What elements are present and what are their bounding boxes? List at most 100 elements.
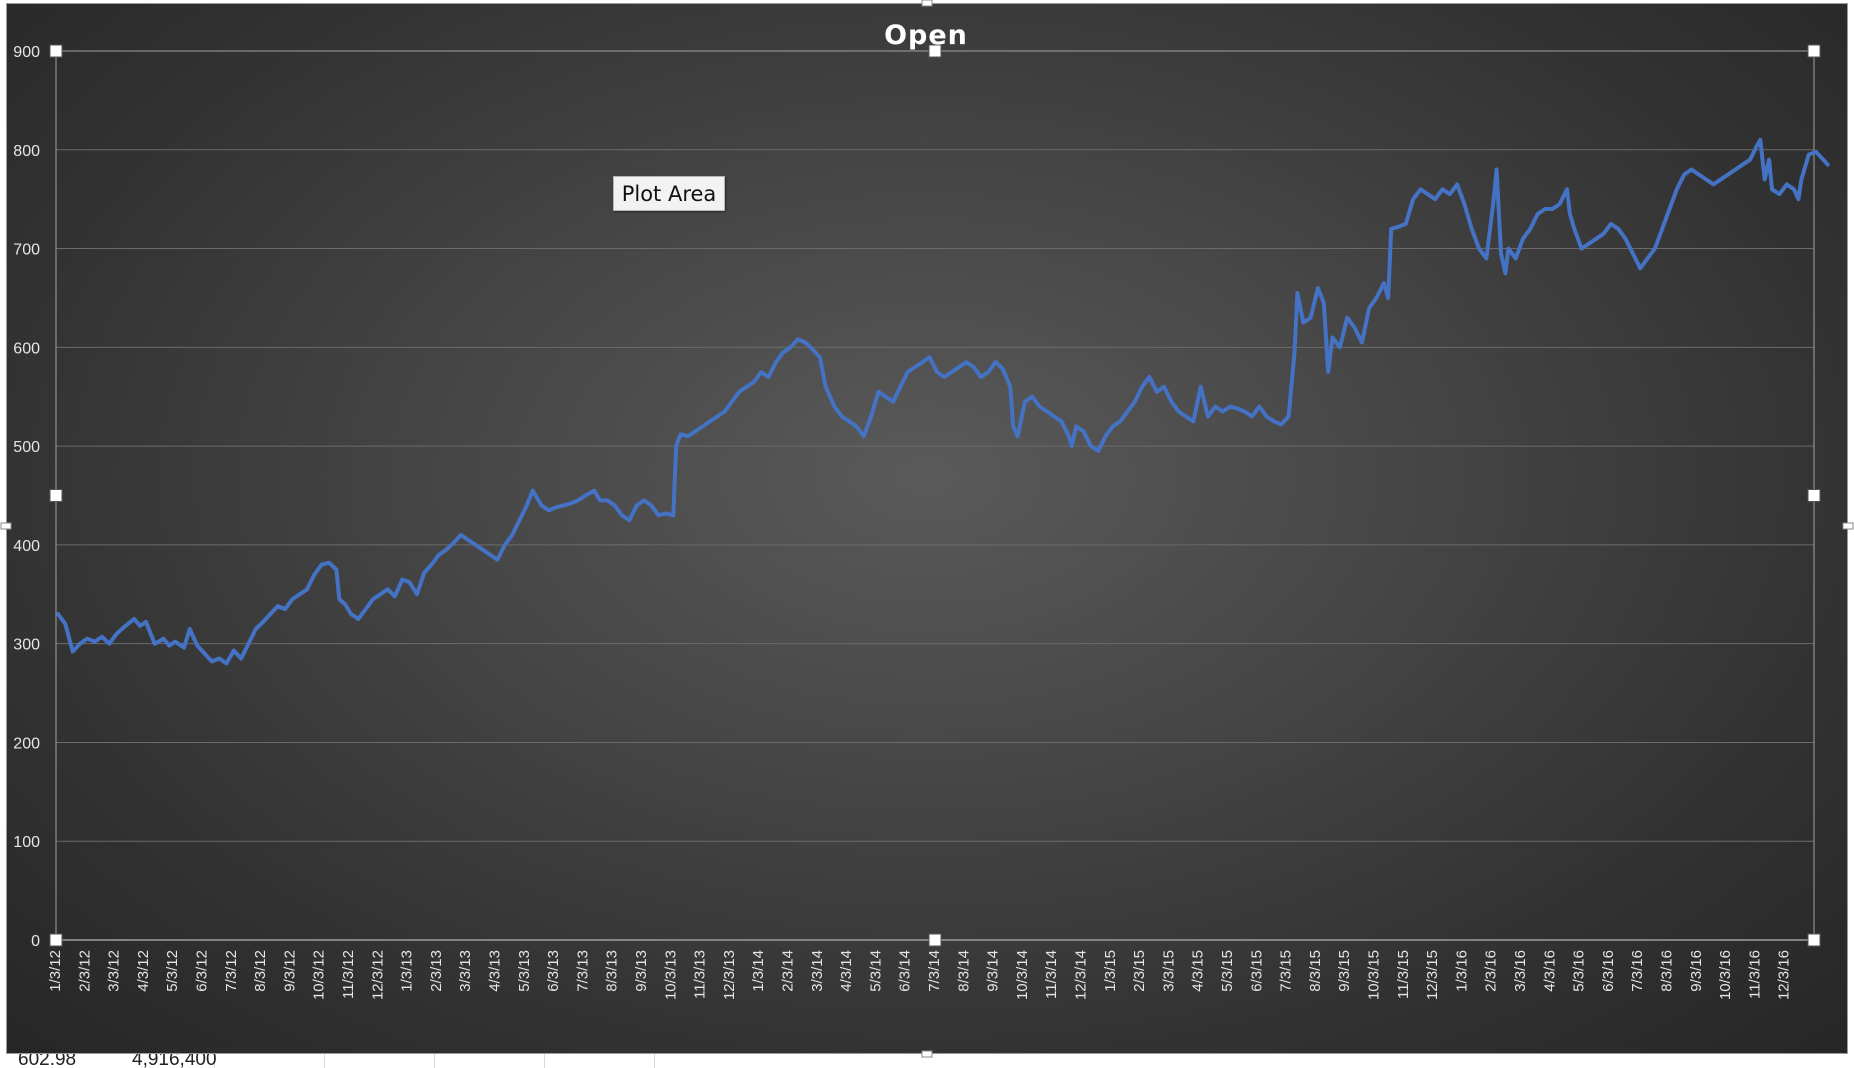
x-tick-label: 9/3/15: [1336, 950, 1353, 992]
cell-divider: [214, 1054, 215, 1068]
plot-area-tooltip: Plot Area: [613, 176, 725, 211]
x-tick-label: 4/3/12: [135, 950, 152, 992]
chart-area[interactable]: [6, 3, 1848, 1054]
x-tick-label: 5/3/14: [867, 950, 884, 992]
x-tick-label: 10/3/12: [311, 950, 328, 1000]
cell-divider: [544, 1054, 545, 1068]
x-tick-label: 6/3/13: [545, 950, 562, 992]
x-tick-label: 3/3/12: [106, 950, 123, 992]
x-tick-label: 8/3/13: [604, 950, 621, 992]
chart-resize-handle[interactable]: [1842, 522, 1854, 530]
x-tick-label: 6/3/14: [897, 950, 914, 992]
y-tick-label: 300: [13, 637, 40, 654]
x-tick-label: 5/3/16: [1571, 950, 1588, 992]
x-tick-label: 12/3/13: [721, 950, 738, 1000]
x-tick-label: 8/3/15: [1307, 950, 1324, 992]
gridlines: [56, 50, 1814, 941]
x-tick-label: 7/3/13: [574, 950, 591, 992]
x-tick-label: 3/3/15: [1160, 950, 1177, 992]
x-tick-label: 2/3/16: [1483, 950, 1500, 992]
cell-divider: [434, 1054, 435, 1068]
x-tick-label: 5/3/13: [516, 950, 533, 992]
x-tick-label: 9/3/13: [633, 950, 650, 992]
x-tick-label: 11/3/15: [1395, 950, 1412, 999]
x-tick-label: 1/3/15: [1102, 950, 1119, 992]
y-tick-label: 100: [13, 834, 40, 851]
x-tick-label: 7/3/12: [223, 950, 240, 992]
y-axis-ticks: 0 100 200 300 400 500 600 700 800 900: [13, 44, 40, 950]
x-tick-label: 10/3/16: [1717, 950, 1734, 1000]
x-tick-label: 8/3/12: [252, 950, 269, 992]
x-tick-label: 4/3/14: [838, 950, 855, 992]
x-tick-label: 2/3/13: [428, 950, 445, 992]
resize-handle[interactable]: [928, 44, 942, 58]
x-tick-label: 10/3/13: [662, 950, 679, 1000]
x-tick-label: 8/3/14: [955, 950, 972, 992]
resize-handle[interactable]: [1807, 44, 1821, 58]
x-tick-label: 9/3/12: [281, 950, 298, 992]
chart-resize-handle[interactable]: [0, 522, 12, 530]
x-tick-label: 10/3/14: [1014, 950, 1031, 1000]
resize-handle[interactable]: [1807, 933, 1821, 947]
y-tick-label: 400: [13, 538, 40, 555]
x-tick-label: 9/3/16: [1688, 950, 1705, 992]
x-tick-label: 6/3/16: [1600, 950, 1617, 992]
resize-handle[interactable]: [49, 933, 63, 947]
x-tick-label: 4/3/15: [1190, 950, 1207, 992]
x-tick-label: 1/3/13: [399, 950, 416, 992]
x-tick-label: 11/3/14: [1043, 950, 1060, 999]
x-tick-label: 12/3/14: [1073, 950, 1090, 1000]
series-line-open[interactable]: [56, 137, 1830, 666]
x-tick-label: 1/3/14: [750, 950, 767, 992]
x-tick-label: 1/3/16: [1453, 950, 1470, 992]
y-tick-label: 0: [31, 933, 40, 950]
resize-handle[interactable]: [49, 489, 63, 502]
x-tick-label: 12/3/16: [1776, 950, 1793, 1000]
x-tick-label: 6/3/12: [194, 950, 211, 992]
x-tick-label: 11/3/12: [340, 950, 357, 999]
x-tick-label: 2/3/12: [76, 950, 93, 992]
x-tick-label: 8/3/16: [1659, 950, 1676, 992]
y-tick-label: 500: [13, 439, 40, 456]
x-tick-label: 4/3/13: [487, 950, 504, 992]
resize-handle[interactable]: [49, 44, 63, 58]
x-axis-ticks: 1/3/12 2/3/12 3/3/12 4/3/12 5/3/12 6/3/12 7/3/…: [47, 950, 1793, 1000]
spreadsheet-row-peek: 602.98 4,916,400: [0, 1054, 1854, 1068]
cell-divider: [654, 1054, 655, 1068]
resize-handle[interactable]: [1807, 489, 1821, 502]
x-tick-label: 6/3/15: [1248, 950, 1265, 992]
chart-title[interactable]: Open: [884, 20, 968, 51]
chart-resize-handle[interactable]: [921, 0, 933, 7]
x-tick-label: 7/3/14: [926, 950, 943, 992]
x-tick-label: 4/3/16: [1541, 950, 1558, 992]
x-tick-label: 11/3/16: [1746, 950, 1763, 999]
x-tick-label: 7/3/16: [1629, 950, 1646, 992]
spreadsheet-cell[interactable]: 4,916,400: [132, 1054, 217, 1068]
x-tick-label: 10/3/15: [1366, 950, 1383, 1000]
y-tick-label: 700: [13, 242, 40, 259]
x-tick-label: 12/3/15: [1424, 950, 1441, 1000]
plot-area-border[interactable]: [55, 50, 1815, 941]
cell-divider: [324, 1054, 325, 1068]
y-tick-label: 900: [13, 44, 40, 61]
x-tick-label: 3/3/16: [1512, 950, 1529, 992]
y-tick-label: 800: [13, 143, 40, 160]
x-tick-label: 7/3/15: [1278, 950, 1295, 992]
x-tick-label: 5/3/15: [1219, 950, 1236, 992]
y-tick-label: 600: [13, 340, 40, 357]
x-tick-label: 11/3/13: [692, 950, 709, 999]
spreadsheet-cell[interactable]: 602.98: [18, 1054, 77, 1068]
x-tick-label: 2/3/14: [780, 950, 797, 992]
x-tick-label: 2/3/15: [1131, 950, 1148, 992]
resize-handle[interactable]: [928, 933, 942, 947]
x-tick-label: 5/3/12: [164, 950, 181, 992]
plot-area-outline[interactable]: [55, 50, 1815, 941]
x-tick-label: 12/3/12: [369, 950, 386, 1000]
x-tick-label: 3/3/13: [457, 950, 474, 992]
x-tick-label: 3/3/14: [809, 950, 826, 992]
chart-resize-handle[interactable]: [921, 1050, 933, 1058]
x-tick-label: 1/3/12: [47, 950, 64, 992]
x-tick-label: 9/3/14: [985, 950, 1002, 992]
